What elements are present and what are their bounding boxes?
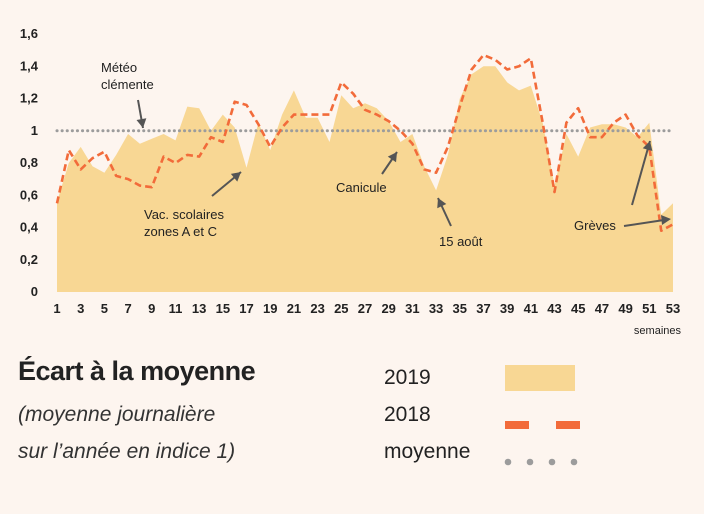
annotation-meteo-text: Météo — [101, 60, 137, 75]
annotation-layer: Météo clémente Vac. scolaires zones A et C C… — [101, 60, 671, 249]
y-tick-label: 0 — [31, 284, 38, 299]
x-tick-label: 39 — [500, 301, 514, 316]
x-tick-label: 45 — [571, 301, 585, 316]
annotation-greves-arrow — [631, 140, 651, 206]
y-tick-label: 0,8 — [20, 155, 38, 170]
legend-title: Écart à la moyenne — [18, 356, 256, 386]
x-axis-label: semaines — [634, 325, 682, 337]
annotation-meteo-arrowhead — [136, 118, 147, 128]
x-tick-label: 5 — [101, 301, 108, 316]
x-tick-label: 1 — [53, 301, 60, 316]
legend-dot — [526, 458, 534, 466]
x-tick-label: 11 — [169, 301, 183, 316]
x-tick-label: 19 — [263, 301, 277, 316]
legend-dash — [505, 421, 529, 429]
legend-label-2019: 2019 — [384, 366, 431, 389]
annotation-vac-arrowhead — [230, 172, 241, 182]
annotation-canicule-text: Canicule — [336, 180, 387, 195]
y-tick-label: 1,4 — [20, 58, 39, 73]
y-tick-label: 1 — [31, 123, 38, 138]
legend-subtitle-line1: (moyenne journalière — [18, 403, 216, 426]
x-tick-label: 33 — [429, 301, 443, 316]
legend-subtitle-line2: sur l’année en indice 1) — [18, 440, 236, 463]
y-tick-label: 0,2 — [20, 252, 38, 267]
x-tick-label: 41 — [524, 301, 538, 316]
legend-dot — [570, 458, 578, 466]
annotation-vac-text: Vac. scolaires — [144, 207, 224, 222]
x-tick-label: 51 — [642, 301, 656, 316]
x-tick-label: 9 — [148, 301, 155, 316]
annotation-aout-text: 15 août — [439, 234, 483, 249]
x-tick-label: 31 — [405, 301, 419, 316]
x-tick-label: 23 — [310, 301, 324, 316]
annotation-vac-text: zones A et C — [144, 224, 217, 239]
annotation-greves-text: Grèves — [574, 218, 616, 233]
legend-dash — [556, 421, 580, 429]
legend-swatch-2018 — [505, 421, 580, 429]
annotation-canicule-arrowhead — [387, 152, 397, 163]
x-tick-label: 27 — [358, 301, 372, 316]
legend-label-moyenne: moyenne — [384, 440, 471, 463]
x-tick-label: 21 — [287, 301, 301, 316]
line-layer — [55, 53, 674, 232]
annotation-greves-arrowhead — [642, 141, 653, 152]
legend-swatch-moyenne — [504, 458, 578, 466]
area-layer — [57, 66, 673, 292]
legend-dot — [504, 458, 512, 466]
x-tick-label: 37 — [476, 301, 490, 316]
x-tick-label: 29 — [381, 301, 395, 316]
x-tick-label: 17 — [239, 301, 253, 316]
x-axis: 1 3 5 7 9 11 13 15 17 19 21 23 25 27 29 31 33 35 37 39 41 43 4… — [53, 301, 680, 316]
area-2019 — [57, 66, 673, 292]
y-tick-label: 0,6 — [20, 187, 38, 202]
x-tick-label: 25 — [334, 301, 348, 316]
annotation-aout-arrowhead — [437, 198, 447, 209]
legend-label-2018: 2018 — [384, 403, 431, 426]
legend-swatch-2019 — [505, 365, 575, 391]
annotation-greves-arrowhead-2 — [661, 215, 671, 225]
x-tick-label: 15 — [216, 301, 230, 316]
annotation-meteo-text: clémente — [101, 77, 154, 92]
y-axis: 0 0,2 0,4 0,6 0,8 1 1,2 1,4 1,6 — [20, 26, 39, 299]
x-tick-label: 13 — [192, 301, 206, 316]
y-tick-label: 1,6 — [20, 26, 38, 41]
x-tick-label: 3 — [77, 301, 84, 316]
y-tick-label: 1,2 — [20, 91, 38, 106]
annotation-greves-arrow-2 — [623, 219, 665, 227]
x-tick-label: 35 — [453, 301, 467, 316]
x-tick-label: 7 — [124, 301, 131, 316]
line-2018 — [55, 53, 674, 232]
x-tick-label: 47 — [595, 301, 609, 316]
legend-dot — [548, 458, 556, 466]
y-tick-label: 0,4 — [20, 220, 39, 235]
chart: 00,20,40,60,811,21,41,6 1 3 5 7 9 11 13 15 17 19 2… — [20, 26, 682, 337]
x-tick-label: 49 — [618, 301, 632, 316]
x-tick-label: 53 — [666, 301, 680, 316]
x-tick-label: 43 — [547, 301, 561, 316]
